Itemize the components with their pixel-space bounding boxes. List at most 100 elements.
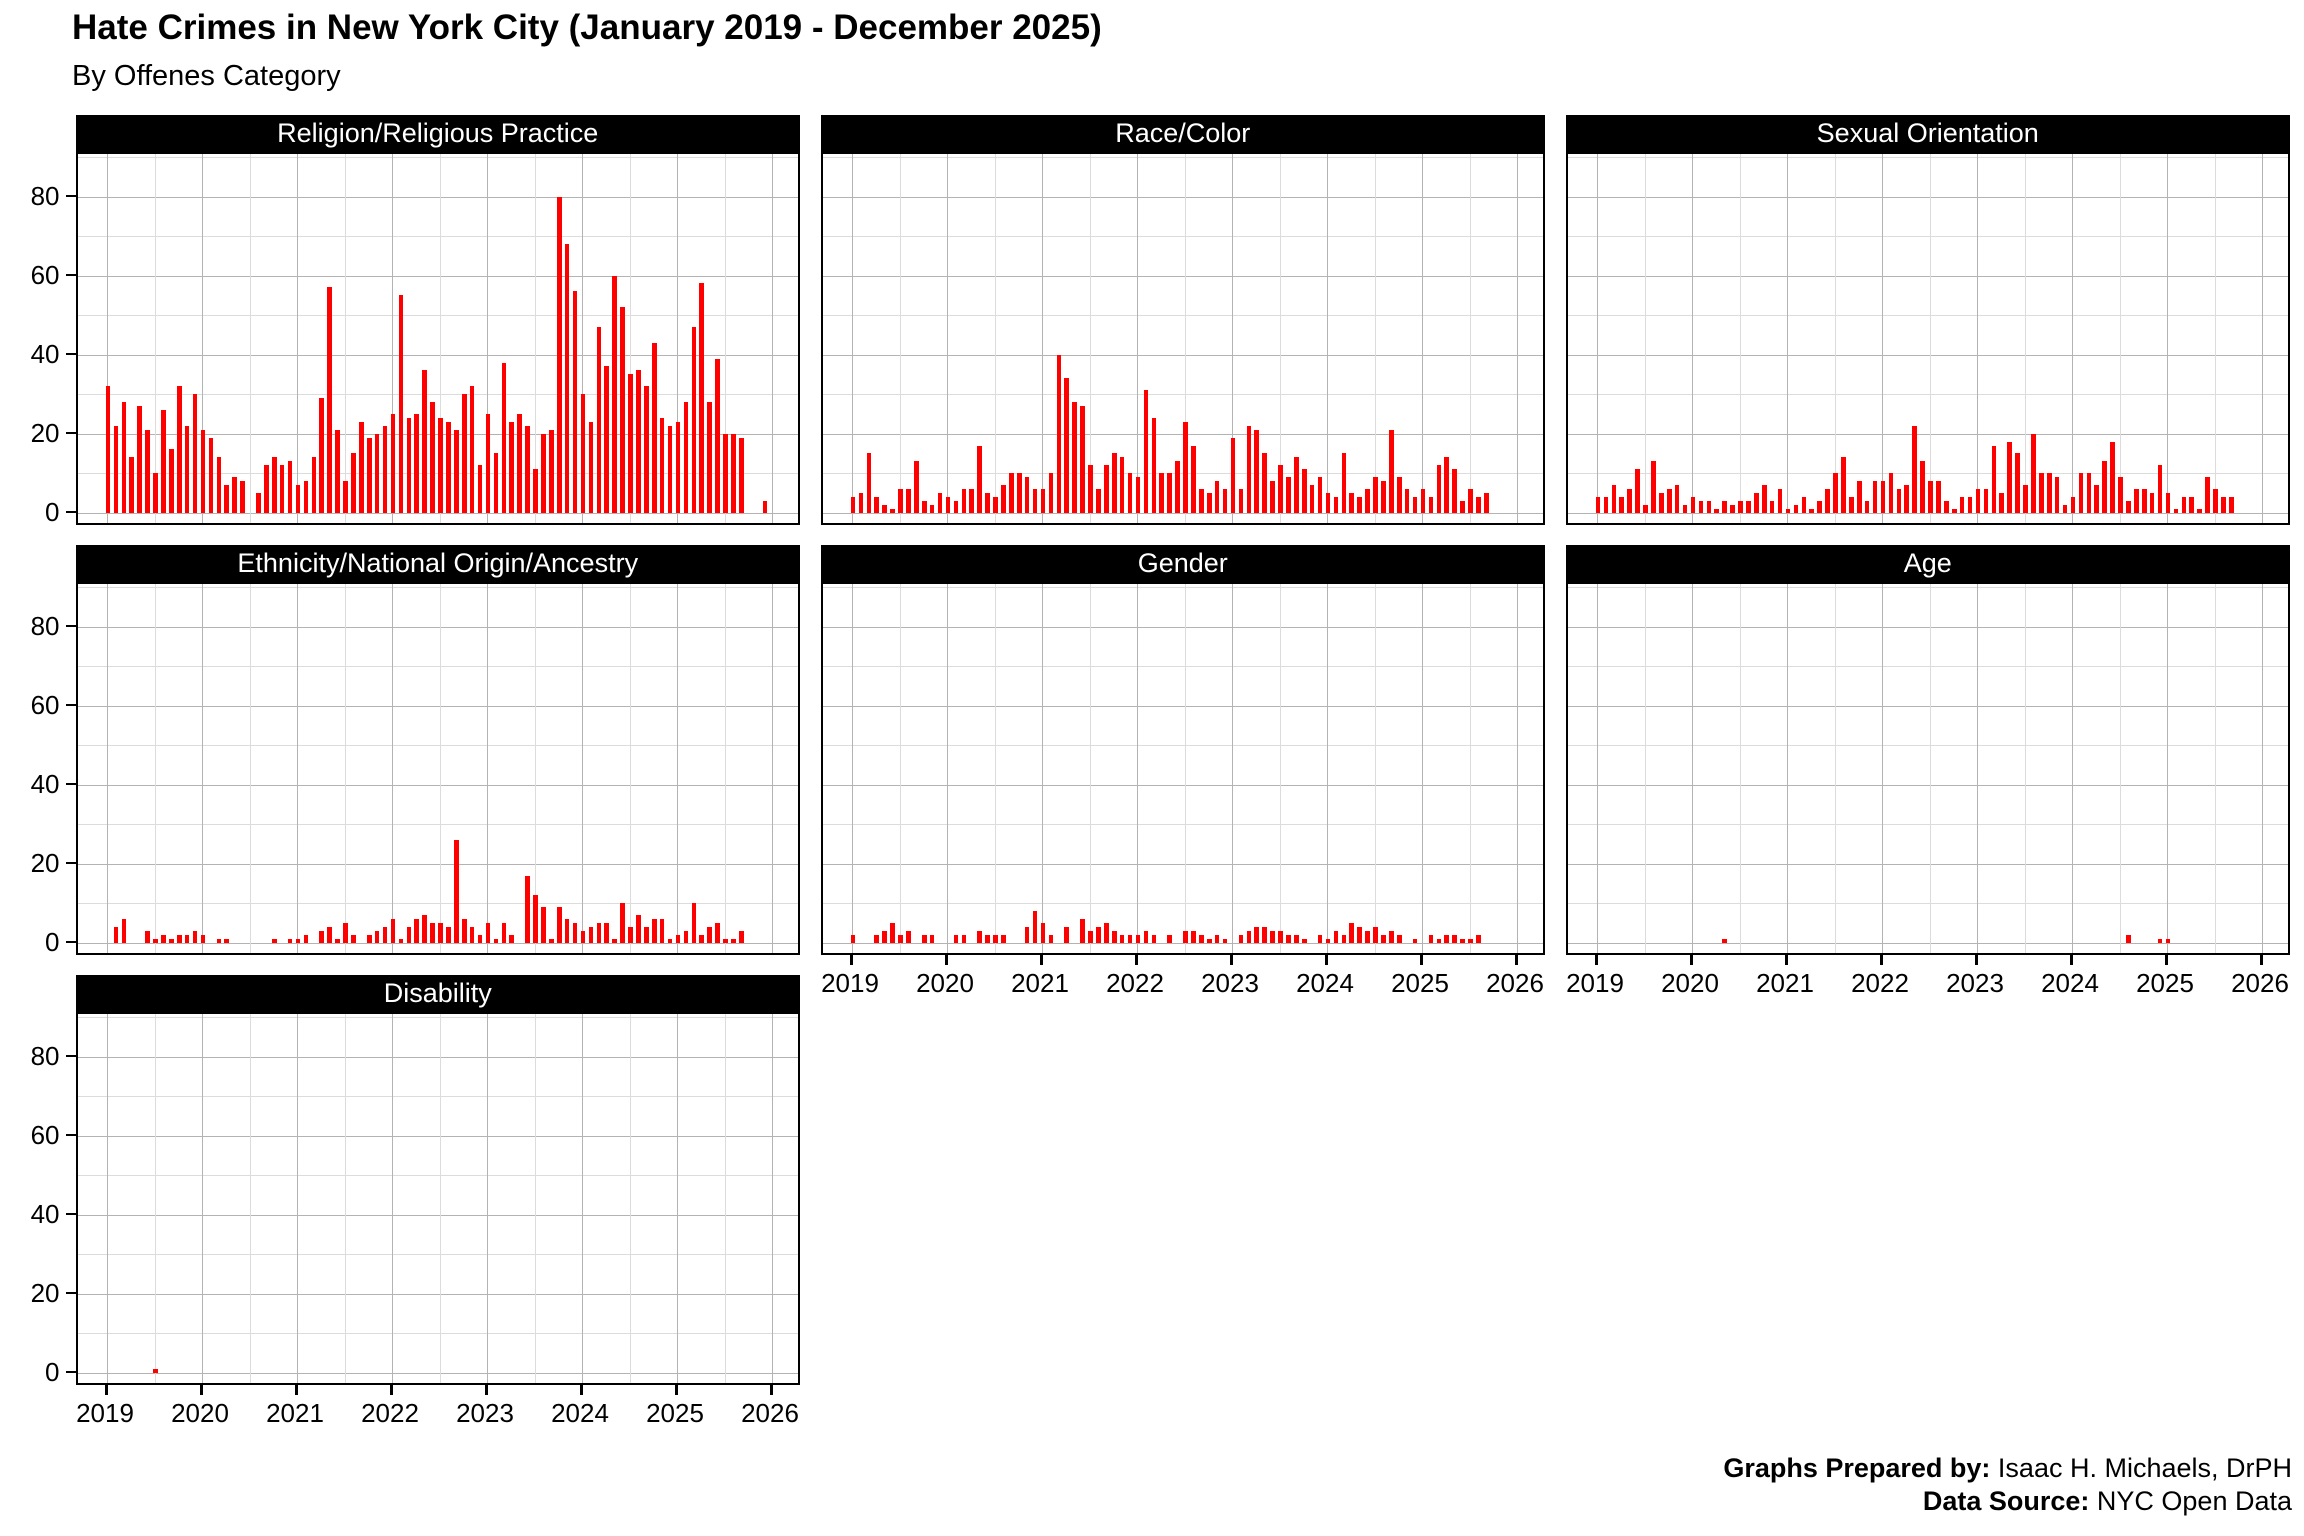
- bar: [406, 926, 412, 943]
- bar: [2205, 477, 2210, 513]
- bar: [145, 930, 150, 943]
- bar: [1040, 488, 1046, 513]
- bar: [961, 488, 967, 513]
- minor-gridline-x: [1644, 584, 1646, 953]
- bar: [327, 287, 332, 513]
- bar: [319, 398, 325, 513]
- bar: [121, 918, 127, 943]
- bar: [1024, 477, 1030, 513]
- bar: [1175, 461, 1180, 513]
- bar: [620, 307, 625, 513]
- x-axis-tick: [1040, 955, 1043, 965]
- bar: [1674, 485, 1680, 513]
- bar: [1104, 465, 1109, 513]
- major-gridline-x: [1327, 584, 1328, 953]
- minor-gridline-x: [534, 154, 536, 523]
- bar: [850, 934, 856, 943]
- bar: [271, 938, 277, 943]
- y-axis-tick: [65, 624, 76, 627]
- major-gridline-y: [822, 705, 1544, 707]
- bar: [1373, 477, 1378, 513]
- minor-gridline-y: [822, 666, 1544, 668]
- major-gridline-x: [772, 584, 773, 953]
- bar: [921, 500, 927, 513]
- major-gridline-y: [1567, 275, 2289, 277]
- bar: [382, 425, 388, 513]
- bar: [1928, 481, 1933, 513]
- minor-gridline-y: [1567, 666, 2289, 668]
- bar: [1412, 496, 1418, 513]
- minor-gridline-x: [344, 1014, 346, 1383]
- major-gridline-y: [822, 626, 1544, 628]
- bar: [1104, 922, 1109, 943]
- minor-gridline-x: [154, 1014, 156, 1383]
- x-axis-tick: [1325, 955, 1328, 965]
- major-gridline-x: [772, 1014, 773, 1383]
- bar: [414, 413, 420, 513]
- x-tick-label: 2026: [1486, 968, 1544, 998]
- bar: [1111, 453, 1117, 513]
- bar: [343, 481, 348, 513]
- bar: [176, 934, 182, 943]
- bar: [1088, 465, 1093, 513]
- bar: [1412, 938, 1418, 943]
- bar: [2015, 453, 2020, 513]
- bar: [414, 918, 420, 943]
- bar: [1151, 417, 1157, 513]
- y-axis-tick: [65, 1054, 76, 1057]
- bar: [1119, 934, 1125, 943]
- bar: [985, 492, 990, 513]
- bar: [1246, 425, 1252, 513]
- minor-gridline-y: [77, 156, 799, 158]
- major-gridline-x: [297, 1014, 298, 1383]
- x-tick-label: 2019: [1566, 968, 1624, 998]
- bar: [1389, 930, 1394, 943]
- bar: [2126, 934, 2131, 943]
- bar: [232, 477, 237, 513]
- bar: [723, 938, 728, 943]
- bar: [176, 386, 182, 513]
- minor-gridline-x: [534, 584, 536, 953]
- bar: [1635, 469, 1640, 513]
- bar: [1682, 504, 1688, 513]
- facet-strip: Sexual Orientation: [1565, 115, 2290, 152]
- major-gridline-x: [772, 154, 773, 523]
- bar: [169, 449, 174, 513]
- bar: [707, 926, 712, 943]
- x-tick-label: 2026: [2231, 968, 2289, 998]
- bar: [1460, 938, 1465, 943]
- bar: [675, 934, 681, 943]
- bar: [192, 930, 198, 943]
- bar: [636, 915, 641, 943]
- x-tick-label: 2021: [1011, 968, 1069, 998]
- x-tick-label: 2026: [741, 1398, 799, 1428]
- minor-gridline-x: [899, 154, 901, 523]
- x-axis-tick: [200, 1385, 203, 1395]
- bar: [541, 433, 546, 513]
- minor-gridline-y: [77, 1254, 799, 1256]
- x-axis-tick: [1230, 955, 1233, 965]
- minor-gridline-x: [2024, 154, 2026, 523]
- bar: [1143, 930, 1149, 943]
- footer-prepared-label: Graphs Prepared by:: [1723, 1453, 1991, 1483]
- bar: [1222, 938, 1228, 943]
- bar: [1603, 496, 1609, 513]
- bar: [430, 922, 435, 943]
- bar: [588, 421, 594, 513]
- y-axis-tick: [65, 431, 76, 435]
- bar: [1856, 481, 1862, 513]
- bar: [493, 453, 499, 513]
- bar: [1389, 429, 1394, 513]
- bar: [1468, 938, 1473, 943]
- x-axis-tick: [485, 1385, 488, 1395]
- bar: [1896, 488, 1902, 513]
- y-axis-tick: [65, 940, 76, 944]
- bar: [1246, 930, 1252, 943]
- bar: [874, 496, 880, 513]
- bar: [398, 938, 404, 943]
- bar: [969, 488, 975, 513]
- minor-gridline-y: [822, 824, 1544, 826]
- bar: [929, 934, 935, 943]
- bar: [564, 243, 570, 513]
- facet-panel: [1565, 152, 2290, 525]
